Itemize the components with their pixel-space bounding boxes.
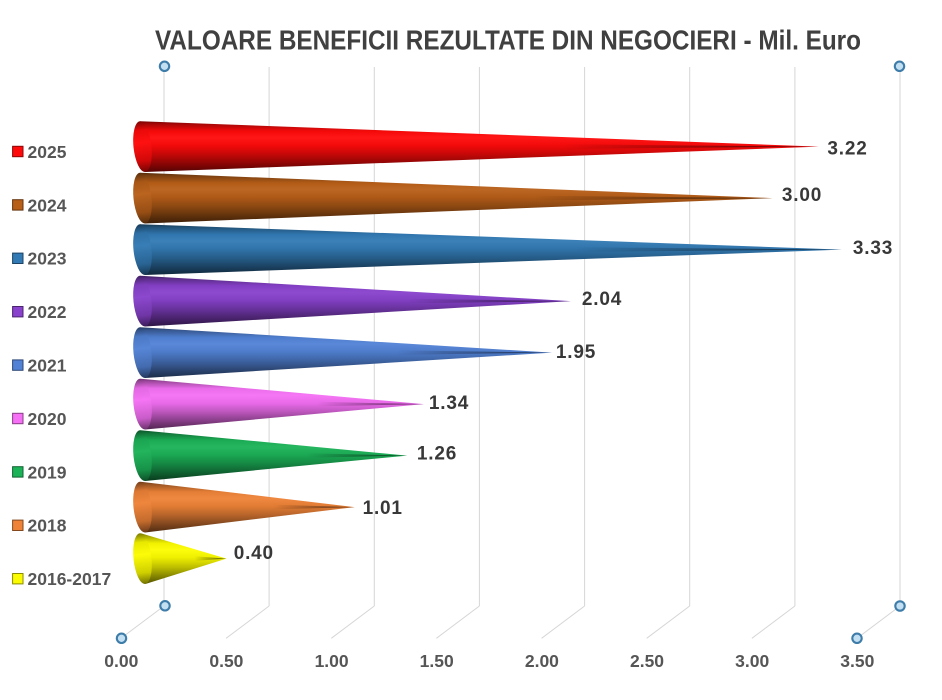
svg-text:1.26: 1.26 bbox=[417, 443, 457, 464]
svg-text:3.33: 3.33 bbox=[853, 238, 893, 259]
svg-text:VALOARE BENEFICII REZULTATE DI: VALOARE BENEFICII REZULTATE DIN NEGOCIER… bbox=[155, 25, 861, 56]
svg-text:0.00: 0.00 bbox=[104, 651, 138, 671]
svg-text:2016-2017: 2016-2017 bbox=[28, 569, 112, 589]
svg-text:2024: 2024 bbox=[28, 195, 67, 215]
svg-text:2021: 2021 bbox=[28, 356, 67, 376]
svg-text:2019: 2019 bbox=[28, 462, 67, 482]
svg-text:3.50: 3.50 bbox=[840, 651, 874, 671]
svg-text:2018: 2018 bbox=[28, 516, 67, 536]
svg-text:1.95: 1.95 bbox=[556, 342, 596, 363]
svg-text:2.04: 2.04 bbox=[582, 289, 622, 310]
svg-text:0.40: 0.40 bbox=[234, 543, 274, 564]
svg-text:2.50: 2.50 bbox=[630, 651, 664, 671]
svg-text:1.00: 1.00 bbox=[315, 651, 349, 671]
svg-text:1.34: 1.34 bbox=[429, 393, 469, 414]
svg-text:1.01: 1.01 bbox=[363, 498, 403, 519]
svg-text:3.22: 3.22 bbox=[827, 138, 867, 159]
svg-text:0.50: 0.50 bbox=[209, 651, 243, 671]
svg-text:2023: 2023 bbox=[28, 249, 67, 269]
svg-text:1.50: 1.50 bbox=[420, 651, 454, 671]
svg-text:3.00: 3.00 bbox=[735, 651, 769, 671]
svg-text:2020: 2020 bbox=[28, 409, 67, 429]
svg-text:3.00: 3.00 bbox=[782, 185, 822, 206]
svg-text:2022: 2022 bbox=[28, 302, 67, 322]
svg-text:2.00: 2.00 bbox=[525, 651, 559, 671]
svg-text:2025: 2025 bbox=[28, 142, 67, 162]
